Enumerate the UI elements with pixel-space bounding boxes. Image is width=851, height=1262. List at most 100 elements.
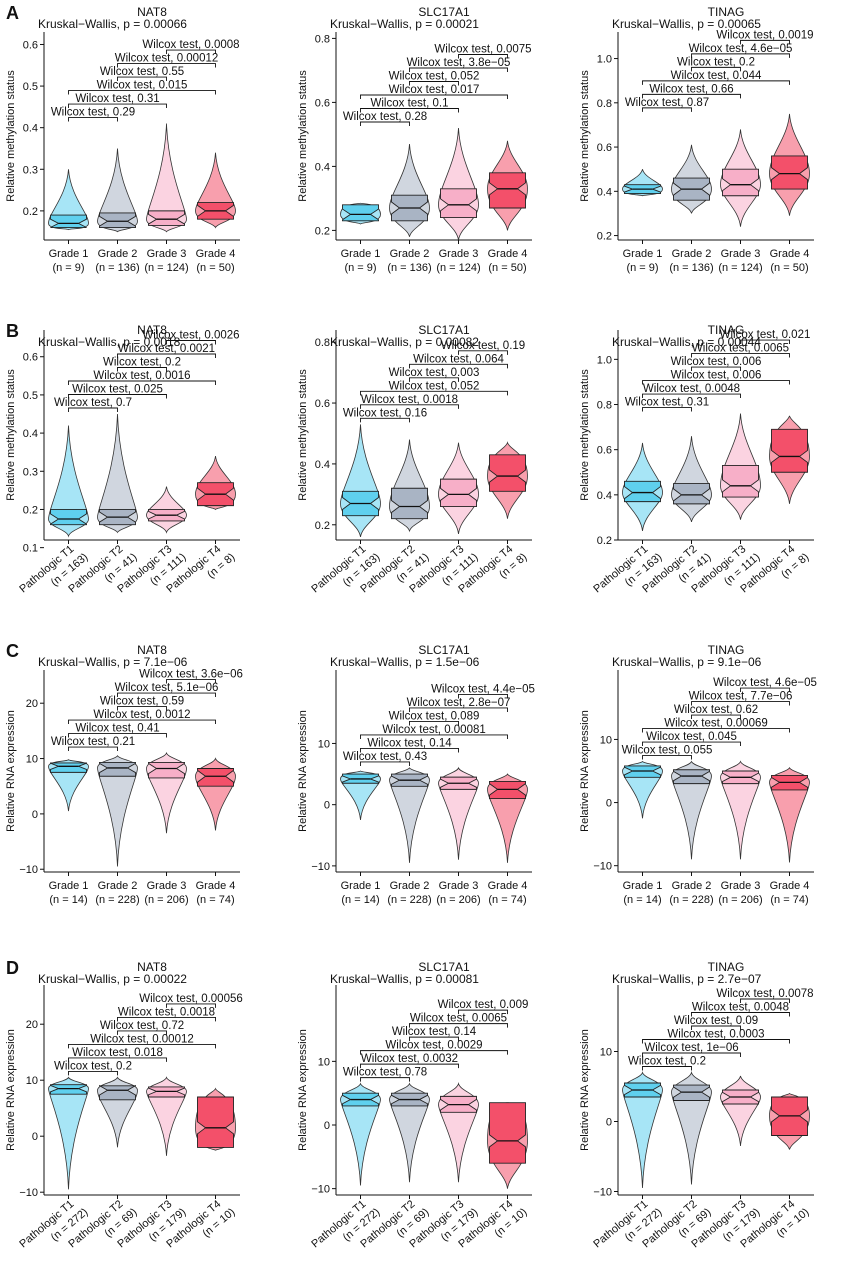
box-1: [50, 214, 87, 228]
wilcox-label: Wilcox test, 0.0018: [361, 394, 458, 406]
box-4: [197, 1096, 234, 1148]
wilcox-label: Wilcox test, 0.29: [51, 107, 135, 119]
y-tick-label: 0: [324, 1120, 330, 1132]
wilcox-label: Wilcox test, 0.021: [720, 329, 811, 341]
y-tick-label: 0.2: [597, 535, 612, 547]
wilcox-label: Wilcox test, 0.41: [75, 723, 159, 735]
box-2: [673, 483, 710, 505]
y-tick-label: 0.2: [597, 231, 612, 243]
wilcox-bracket: [642, 407, 692, 412]
x-count-label: (n = 124): [436, 262, 480, 274]
violin-1: [622, 1071, 663, 1189]
wilcox-label: Wilcox test, 0.14: [367, 737, 452, 749]
x-tick-label: Grade 4: [770, 880, 810, 892]
panel-letter-C: C: [6, 641, 19, 661]
wilcox-bracket: [409, 67, 508, 72]
violin-3: [720, 1075, 761, 1147]
chart-title: TINAG: [708, 323, 745, 337]
chart-title: TINAG: [708, 960, 745, 974]
wilcox-bracket: [740, 339, 790, 345]
wilcox-label: Wilcox test, 0.87: [625, 97, 709, 109]
wilcox-label: Wilcox test, 3.8e−05: [407, 57, 511, 69]
violin-1: [48, 169, 89, 231]
wilcox-label: Wilcox test, 0.006: [671, 356, 762, 368]
x-tick-label: Grade 1: [341, 880, 381, 892]
wilcox-bracket: [68, 407, 118, 412]
panel-letter-A: A: [6, 3, 19, 23]
y-tick-label: 0.6: [315, 398, 330, 410]
x-tick-label: Grade 4: [770, 248, 810, 260]
y-tick-label: −10: [311, 861, 330, 873]
kruskal-wallis-label: Kruskal−Wallis, p = 9.1e−06: [612, 655, 762, 669]
x-count-label: (n = 124): [144, 262, 188, 274]
wilcox-label: Wilcox test, 4.6e−05: [713, 677, 817, 689]
y-tick-label: 0.6: [23, 352, 38, 364]
wilcox-bracket: [117, 1016, 216, 1022]
box-1: [624, 480, 661, 503]
wilcox-bracket: [642, 741, 741, 747]
x-tick-label: Grade 3: [439, 248, 479, 260]
y-axis-label: Relative methylation status: [297, 70, 309, 202]
x-count-label: (n = 228): [387, 894, 431, 906]
wilcox-bracket: [68, 103, 167, 109]
wilcox-bracket: [642, 728, 790, 733]
wilcox-bracket: [360, 1063, 459, 1069]
wilcox-label: Wilcox test, 0.0018: [118, 1006, 215, 1018]
wilcox-label: Wilcox test, 0.0012: [93, 709, 190, 721]
chart-title: SLC17A1: [418, 960, 470, 974]
wilcox-label: Wilcox test, 3.6e−06: [139, 669, 243, 681]
chart-title: NAT8: [137, 643, 167, 657]
x-count-label: (n = 206): [718, 894, 762, 906]
violin-2: [97, 148, 138, 233]
y-tick-label: 0.6: [315, 97, 330, 109]
wilcox-label: Wilcox test, 0.2: [54, 1060, 132, 1072]
x-tick-label: Grade 3: [439, 880, 479, 892]
y-tick-label: 0.2: [315, 520, 330, 532]
kruskal-wallis-label: Kruskal−Wallis, p = 0.00022: [38, 972, 187, 986]
wilcox-label: Wilcox test, 0.0048: [643, 383, 740, 395]
x-count-label: (n = 206): [144, 894, 188, 906]
wilcox-bracket: [642, 107, 692, 112]
wilcox-label: Wilcox test, 0.052: [389, 71, 480, 83]
x-count-label: (n = 136): [669, 262, 713, 274]
wilcox-label: Wilcox test, 0.045: [646, 731, 737, 743]
x-tick-label: Grade 1: [623, 248, 663, 260]
y-tick-label: 0.4: [23, 123, 38, 135]
wilcox-label: Wilcox test, 0.064: [413, 353, 504, 365]
y-tick-label: 0.1: [23, 543, 38, 555]
y-tick-label: −10: [19, 1187, 38, 1199]
x-count-label: (n = 50): [770, 262, 808, 274]
panel-letter-B: B: [6, 321, 19, 341]
box-1: [50, 509, 87, 526]
x-tick-label: Grade 2: [672, 880, 712, 892]
box-4: [489, 1102, 526, 1164]
wilcox-label: Wilcox test, 0.19: [441, 340, 525, 352]
wilcox-label: Wilcox test, 0.006: [671, 370, 762, 382]
y-tick-label: −10: [311, 1184, 330, 1196]
wilcox-bracket: [691, 66, 741, 72]
wilcox-bracket: [691, 353, 790, 358]
wilcox-label: Wilcox test, 0.018: [72, 1047, 163, 1059]
x-count-label: (n = 9): [52, 262, 84, 274]
x-tick-label: Grade 4: [488, 248, 528, 260]
wilcox-label: Wilcox test, 0.0078: [716, 988, 813, 1000]
x-tick-label: Grade 2: [98, 248, 138, 260]
wilcox-label: Wilcox test, 4.4e−05: [431, 683, 535, 695]
wilcox-label: Wilcox test, 7.7e−06: [689, 691, 793, 703]
wilcox-label: Wilcox test, 0.00012: [115, 53, 219, 65]
box-3: [722, 465, 759, 498]
kruskal-wallis-label: Kruskal−Wallis, p = 0.00066: [38, 17, 187, 31]
wilcox-bracket: [458, 693, 508, 699]
wilcox-bracket: [166, 49, 216, 55]
box-4: [771, 155, 808, 190]
wilcox-bracket: [642, 393, 741, 399]
box-4: [489, 454, 526, 492]
wilcox-bracket: [360, 108, 459, 113]
y-tick-label: 0.8: [315, 33, 330, 45]
